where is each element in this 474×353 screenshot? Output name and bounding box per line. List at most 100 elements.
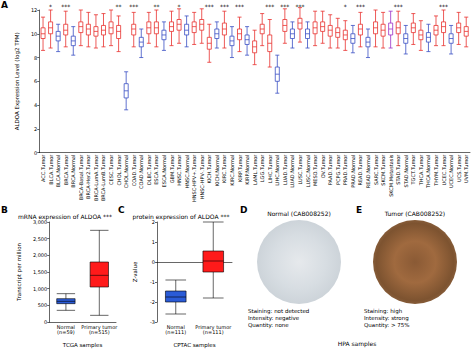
svg-text:READ.Normal: READ.Normal	[365, 155, 371, 189]
svg-text:(n=59): (n=59)	[57, 329, 75, 335]
svg-text:KICH.Normal: KICH.Normal	[214, 155, 220, 187]
svg-text:BRCA-Her2.Tumor: BRCA-Her2.Tumor	[85, 154, 91, 199]
svg-text:***: ***	[394, 3, 403, 10]
svg-text:OV.Tumor: OV.Tumor	[320, 154, 326, 179]
svg-text:SKCM.Tumor: SKCM.Tumor	[380, 154, 386, 186]
svg-text:***: ***	[235, 3, 244, 10]
svg-text:*: *	[344, 3, 347, 10]
svg-text:3,000: 3,000	[33, 219, 47, 225]
svg-text:CHOL.Normal: CHOL.Normal	[123, 155, 129, 189]
svg-text:-3: -3	[150, 319, 155, 325]
svg-text:**: **	[153, 3, 159, 10]
svg-text:500: 500	[38, 302, 48, 308]
svg-text:KIRC.Normal: KIRC.Normal	[229, 155, 235, 186]
svg-text:THCA.Normal: THCA.Normal	[425, 155, 431, 189]
svg-text:BRCA.Tumor: BRCA.Tumor	[63, 154, 69, 185]
svg-text:HNSC-HPV+.Tumor: HNSC-HPV+.Tumor	[191, 154, 197, 202]
svg-text:*: *	[49, 3, 52, 10]
svg-text:ESCA.Normal: ESCA.Normal	[161, 155, 167, 188]
svg-text:Z-value: Z-value	[132, 261, 138, 282]
svg-text:***: ***	[220, 3, 229, 10]
svg-text:2: 2	[34, 126, 37, 132]
svg-text:SARC.Tumor: SARC.Tumor	[373, 154, 379, 185]
svg-text:mRNA expression of ALDOA ***: mRNA expression of ALDOA ***	[18, 213, 112, 221]
svg-text:LUAD.Tumor: LUAD.Tumor	[282, 154, 288, 185]
svg-text:10: 10	[31, 31, 37, 37]
svg-text:4: 4	[34, 102, 37, 108]
svg-text:2,500: 2,500	[33, 236, 47, 242]
svg-text:ESCA.Tumor: ESCA.Tumor	[153, 154, 159, 185]
svg-text:-1: -1	[150, 279, 155, 285]
svg-text:2,000: 2,000	[33, 252, 47, 258]
svg-text:CPTAC samples: CPTAC samples	[173, 342, 215, 349]
svg-text:LUSC.Tumor: LUSC.Tumor	[297, 154, 303, 185]
svg-text:DLBC.Tumor: DLBC.Tumor	[146, 154, 152, 185]
svg-text:THCA.Tumor: THCA.Tumor	[418, 154, 424, 187]
svg-text:MESO.Tumor: MESO.Tumor	[312, 154, 318, 186]
svg-text:UCS.Tumor: UCS.Tumor	[456, 154, 462, 182]
svg-text:CHOL.Tumor: CHOL.Tumor	[116, 154, 122, 186]
svg-text:***: ***	[265, 3, 274, 10]
svg-text:STAD.Tumor: STAD.Tumor	[395, 154, 401, 185]
svg-text:LUAD.Normal: LUAD.Normal	[289, 155, 295, 188]
svg-text:***: ***	[439, 3, 448, 10]
svg-text:GBM.Tumor: GBM.Tumor	[169, 154, 175, 184]
svg-text:SKCM.Metastasis: SKCM.Metastasis	[388, 154, 394, 197]
svg-text:CESC.Tumor: CESC.Tumor	[108, 154, 114, 185]
svg-text:PAAD.Tumor: PAAD.Tumor	[327, 154, 333, 186]
svg-text:KIRP.Tumor: KIRP.Tumor	[237, 154, 243, 182]
svg-text:1,500: 1,500	[33, 269, 47, 275]
svg-text:LUSC.Normal: LUSC.Normal	[305, 155, 311, 188]
svg-text:KIRP.Normal: KIRP.Normal	[244, 155, 250, 185]
svg-text:STAD.Normal: STAD.Normal	[403, 155, 409, 188]
svg-text:HNSC.Normal: HNSC.Normal	[184, 155, 190, 189]
svg-text:COAD.Normal: COAD.Normal	[138, 155, 144, 189]
svg-text:UVM.Tumor: UVM.Tumor	[463, 154, 469, 183]
svg-text:COAD.Tumor: COAD.Tumor	[131, 154, 137, 187]
svg-text:0: 0	[34, 150, 37, 156]
svg-text:***: ***	[61, 3, 70, 10]
svg-text:KICH.Tumor: KICH.Tumor	[206, 154, 212, 184]
svg-text:HNSC.Tumor: HNSC.Tumor	[176, 154, 182, 186]
svg-text:(n=111): (n=111)	[165, 329, 186, 335]
svg-text:KIRC.Tumor: KIRC.Tumor	[221, 154, 227, 183]
svg-text:TCGA samples: TCGA samples	[62, 342, 103, 349]
svg-text:2: 2	[152, 219, 155, 225]
svg-text:1: 1	[152, 239, 155, 245]
svg-text:BRCA.Normal: BRCA.Normal	[70, 155, 76, 188]
svg-text:Transcript per million: Transcript per million	[16, 243, 23, 302]
svg-text:1,000: 1,000	[33, 286, 47, 292]
svg-text:***: ***	[129, 3, 138, 10]
svg-text:-2: -2	[150, 299, 155, 305]
svg-text:***: ***	[356, 3, 365, 10]
svg-text:ALDOA Expression Level (log2 T: ALDOA Expression Level (log2 TPM)	[14, 32, 21, 130]
svg-text:protein expression of ALDOA **: protein expression of ALDOA ***	[133, 213, 230, 221]
svg-text:LIHC.Normal: LIHC.Normal	[274, 155, 280, 186]
svg-text:(n=111): (n=111)	[203, 329, 224, 335]
svg-text:***: ***	[205, 3, 214, 10]
svg-text:LIHC.Tumor: LIHC.Tumor	[267, 154, 273, 183]
svg-text:PRAD.Normal: PRAD.Normal	[350, 155, 356, 188]
svg-text:12: 12	[31, 7, 37, 13]
svg-text:BLCA.Normal: BLCA.Normal	[55, 155, 61, 188]
svg-text:UCEC.Tumor: UCEC.Tumor	[441, 154, 447, 186]
svg-text:PCPG.Tumor: PCPG.Tumor	[335, 154, 341, 185]
svg-text:8: 8	[34, 55, 37, 61]
svg-text:**: **	[116, 3, 122, 10]
svg-text:READ.Tumor: READ.Tumor	[357, 154, 363, 186]
svg-text:0: 0	[44, 319, 47, 325]
svg-text:UCEC.Normal: UCEC.Normal	[448, 155, 454, 188]
svg-text:BRCA-Basal.Tumor: BRCA-Basal.Tumor	[78, 154, 84, 201]
svg-text:0: 0	[152, 259, 155, 265]
svg-text:6: 6	[34, 78, 37, 84]
svg-text:BLCA.Tumor: BLCA.Tumor	[48, 154, 54, 185]
svg-text:THYM.Tumor: THYM.Tumor	[433, 154, 439, 187]
svg-text:BRCA-LumA.Tumor: BRCA-LumA.Tumor	[93, 154, 99, 201]
svg-text:PRAD.Tumor: PRAD.Tumor	[342, 154, 348, 186]
svg-text:BRCA-LumB.Tumor: BRCA-LumB.Tumor	[100, 154, 106, 201]
svg-text:LGG.Tumor: LGG.Tumor	[259, 154, 265, 183]
svg-text:ACC.Tumor: ACC.Tumor	[40, 154, 46, 182]
svg-text:LAML.Tumor: LAML.Tumor	[252, 154, 258, 185]
svg-text:(n=515): (n=515)	[89, 329, 110, 335]
svg-text:TGCT.Tumor: TGCT.Tumor	[410, 154, 416, 186]
